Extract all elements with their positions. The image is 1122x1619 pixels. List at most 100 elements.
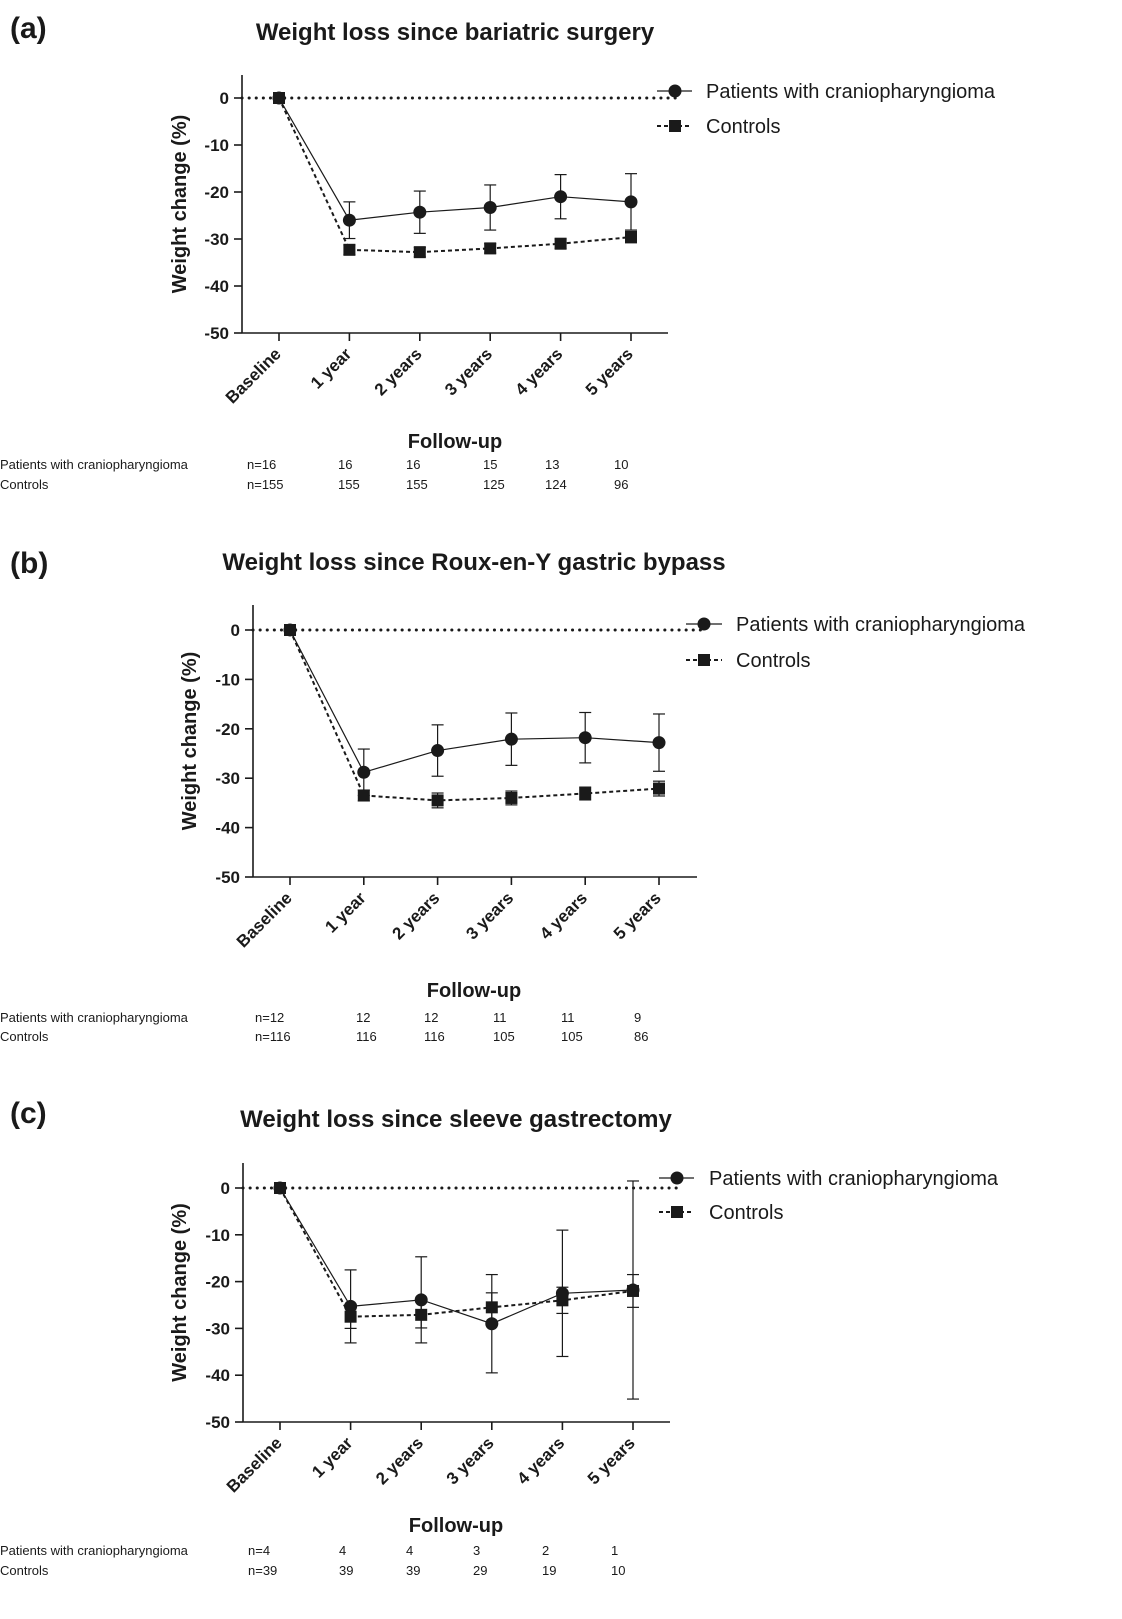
data-point-controls xyxy=(554,237,567,250)
n-value: 39 xyxy=(406,1563,420,1578)
data-point-patients xyxy=(483,201,497,215)
y-tick-label: -40 xyxy=(204,277,229,296)
x-axis-label: Follow-up xyxy=(427,980,521,1002)
legend-marker-circle xyxy=(697,617,711,631)
x-tick-label: 4 years xyxy=(536,888,591,943)
data-point-patients xyxy=(624,195,638,209)
n-value: 4 xyxy=(406,1543,413,1558)
legend-marker-square xyxy=(698,654,710,666)
y-tick-label: 0 xyxy=(221,1179,230,1198)
x-tick-label: Baseline xyxy=(223,1433,286,1496)
n-value: 3 xyxy=(473,1543,480,1558)
legend-marker-square xyxy=(669,120,681,132)
n-value: 116 xyxy=(356,1029,377,1044)
panel-label: (b) xyxy=(10,547,48,580)
panel-label: (c) xyxy=(10,1097,47,1130)
x-tick-label: 2 years xyxy=(372,1433,427,1488)
x-tick-label: 5 years xyxy=(584,1433,639,1488)
data-point-patients xyxy=(652,736,666,750)
series-line-controls xyxy=(289,629,660,802)
chart-title: Weight loss since bariatric surgery xyxy=(256,19,655,46)
n-value: n=155 xyxy=(247,477,284,492)
data-point-controls xyxy=(485,1301,498,1314)
n-value: 124 xyxy=(545,477,567,492)
legend-marker-square xyxy=(671,1206,683,1218)
data-point-controls xyxy=(505,791,518,804)
x-tick-label: 3 years xyxy=(443,1433,498,1488)
data-point-patients xyxy=(485,1317,499,1331)
y-tick-label: -30 xyxy=(204,230,229,249)
y-axis-label: Weight change (%) xyxy=(169,1203,191,1382)
legend-marker-circle xyxy=(670,1171,684,1185)
data-point-controls xyxy=(344,1310,357,1323)
n-value: 12 xyxy=(356,1010,370,1025)
n-value: 29 xyxy=(473,1563,487,1578)
n-row-label: Patients with craniopharyngioma xyxy=(0,1543,189,1558)
data-point-controls xyxy=(357,789,370,802)
n-row-label: Controls xyxy=(0,477,49,492)
n-value: 10 xyxy=(614,457,628,472)
n-value: 86 xyxy=(634,1029,648,1044)
x-tick-label: 2 years xyxy=(389,888,444,943)
n-value: n=4 xyxy=(248,1543,270,1558)
x-axis-label: Follow-up xyxy=(409,1515,503,1537)
x-tick-label: 1 year xyxy=(308,1433,356,1481)
y-axis-label: Weight change (%) xyxy=(179,652,201,831)
y-tick-label: -30 xyxy=(215,769,240,788)
n-value: 11 xyxy=(561,1010,575,1025)
legend-label: Patients with craniopharyngioma xyxy=(736,614,1026,636)
data-point-controls xyxy=(627,1284,639,1297)
data-point-controls xyxy=(284,624,296,636)
series-line-controls xyxy=(279,1187,634,1318)
n-value: 10 xyxy=(611,1563,625,1578)
n-row-label: Patients with craniopharyngioma xyxy=(0,1010,189,1025)
x-tick-label: 1 year xyxy=(307,344,355,392)
data-point-controls xyxy=(343,243,356,256)
data-point-controls xyxy=(579,787,592,800)
x-tick-label: Baseline xyxy=(222,344,285,407)
legend-label: Controls xyxy=(709,1202,783,1224)
series-line-controls xyxy=(278,97,632,254)
n-value: n=39 xyxy=(248,1563,277,1578)
y-tick-label: -10 xyxy=(204,136,229,155)
legend-label: Patients with craniopharyngioma xyxy=(709,1168,999,1190)
n-value: 11 xyxy=(493,1010,507,1025)
data-point-controls xyxy=(653,782,665,795)
data-point-patients xyxy=(431,744,445,758)
data-point-patients xyxy=(504,732,518,746)
y-tick-label: 0 xyxy=(231,621,240,640)
n-value: 16 xyxy=(338,457,352,472)
chart-a: (a) Weight loss since bariatric surgery 0 -… xyxy=(0,12,996,492)
data-point-controls xyxy=(415,1308,428,1321)
n-value: 12 xyxy=(424,1010,438,1025)
x-tick-label: 4 years xyxy=(513,1433,568,1488)
n-value: 1 xyxy=(611,1543,618,1558)
y-tick-label: -20 xyxy=(205,1273,230,1292)
legend-label: Controls xyxy=(736,650,810,672)
data-point-controls xyxy=(273,92,285,104)
legend-label: Controls xyxy=(706,116,780,138)
panel-a: (a) Weight loss since bariatric surgery 0 -… xyxy=(0,0,1122,520)
y-tick-label: -20 xyxy=(204,183,229,202)
series-line-patients xyxy=(278,97,632,221)
n-value: n=16 xyxy=(247,457,276,472)
chart-title: Weight loss since sleeve gastrectomy xyxy=(240,1106,672,1133)
n-value: 155 xyxy=(338,477,360,492)
n-value: 116 xyxy=(424,1029,445,1044)
n-value: 16 xyxy=(406,457,420,472)
data-point-patients xyxy=(413,205,427,219)
x-tick-label: 3 years xyxy=(441,344,496,399)
x-tick-label: 1 year xyxy=(321,888,369,936)
n-value: 39 xyxy=(339,1563,353,1578)
y-tick-label: -20 xyxy=(215,720,240,739)
data-point-controls xyxy=(274,1182,286,1194)
y-tick-label: -50 xyxy=(205,1413,230,1432)
n-value: 105 xyxy=(493,1029,515,1044)
data-point-controls xyxy=(431,794,444,807)
n-value: 2 xyxy=(542,1543,549,1558)
n-row-label: Controls xyxy=(0,1563,49,1578)
n-value: 155 xyxy=(406,477,428,492)
x-tick-label: Baseline xyxy=(233,888,296,951)
n-row-label: Controls xyxy=(0,1029,49,1044)
y-tick-label: -50 xyxy=(204,324,229,343)
